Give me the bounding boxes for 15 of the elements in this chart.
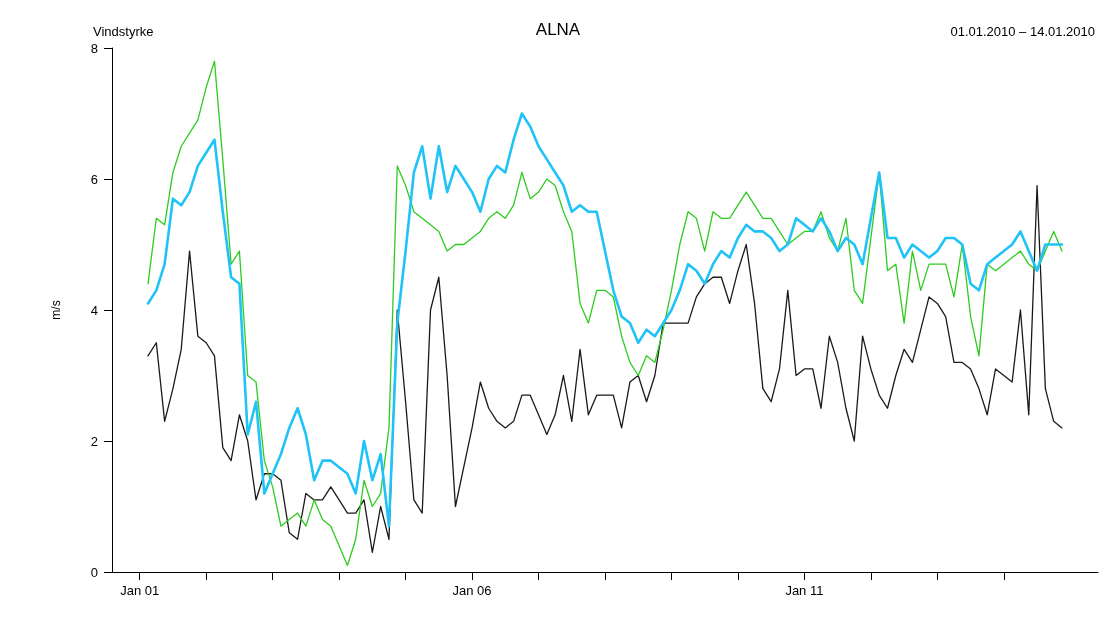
y-axis-title: m/s (49, 300, 63, 320)
line-series (147, 184, 1063, 553)
chart-subtitle: Vindstyrke (93, 24, 154, 39)
y-tick-label: 6 (90, 171, 98, 187)
x-tick-label: Jan 11 (785, 583, 824, 598)
y-tick-label: 4 (90, 302, 98, 318)
x-tick-label: Jan 01 (120, 583, 160, 598)
x-tick-label: Jan 06 (452, 583, 492, 598)
line-series (146, 112, 1064, 528)
y-tick-label: 2 (90, 433, 98, 449)
y-tick-label: 8 (90, 40, 98, 56)
y-tick-label: 0 (90, 564, 98, 580)
chart-title: ALNA (535, 20, 581, 39)
text: 01.01.2010 – 14.01.2010 (950, 24, 1096, 39)
line-series (147, 60, 1063, 567)
